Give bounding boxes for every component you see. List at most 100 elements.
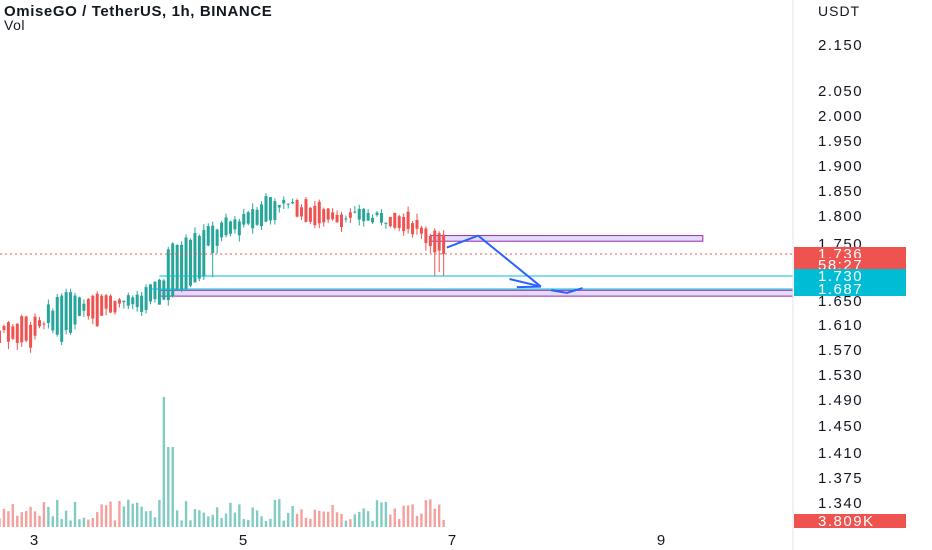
volume-badge-text: 3.809K (818, 513, 875, 530)
candle-body (144, 287, 148, 310)
volume-bar (171, 447, 174, 527)
time-tick-label: 3 (30, 532, 38, 549)
candle-body (366, 213, 370, 221)
volume-bar (175, 510, 179, 527)
volume-bar (78, 519, 81, 527)
price-tick-label: 1.410 (818, 445, 863, 462)
volume-bar (224, 513, 228, 527)
volume-bar (113, 520, 117, 527)
volume-bar (47, 506, 50, 527)
volume-bar (118, 501, 121, 527)
time-tick-label: 9 (657, 532, 665, 549)
volume-bar (255, 510, 259, 527)
candle-body (419, 227, 423, 234)
volume-bar (82, 517, 86, 527)
volume-bar (122, 506, 126, 527)
volume-bar (335, 512, 339, 527)
volume-bar (260, 516, 263, 527)
candle-body (42, 323, 46, 325)
candle-body (109, 295, 113, 313)
candle-body (242, 213, 246, 225)
candle-body (331, 212, 335, 220)
price-tick-label: 1.610 (818, 317, 863, 334)
level-1-badge-text: 1.730 (818, 268, 863, 285)
candle-body (300, 207, 304, 217)
volume-bar (278, 499, 281, 527)
volume-bar (349, 519, 352, 527)
volume-bar (220, 518, 223, 527)
candle-body (362, 208, 366, 222)
candle-body (442, 234, 446, 254)
price-tick-label: 1.530 (818, 367, 863, 384)
volume-bar (415, 515, 419, 527)
volume-bar (309, 518, 312, 527)
candle-body (60, 295, 64, 342)
volume-bar (340, 513, 343, 527)
volume-bar (207, 516, 210, 527)
volume-bar (91, 517, 94, 527)
volume-bar (420, 513, 423, 527)
volume-bar (393, 508, 396, 527)
time-tick-label: 5 (239, 532, 247, 549)
candle-body (55, 296, 59, 335)
candle-body (308, 207, 312, 222)
volume-bar (300, 509, 303, 527)
volume-bar (331, 504, 334, 527)
volume-indicator-label[interactable]: Vol (4, 17, 25, 33)
price-tick-label: 2.000 (818, 108, 863, 125)
volume-bar (100, 504, 103, 527)
price-tick-label: 1.570 (818, 342, 863, 359)
candle-body (375, 212, 379, 216)
candle-body (197, 235, 201, 279)
volume-bar (358, 511, 361, 527)
volume-bar (286, 512, 290, 527)
volume-bar (233, 512, 237, 527)
candle-body (11, 326, 15, 339)
candle-body (175, 244, 179, 290)
candle-body (277, 205, 281, 208)
volume-bar (375, 500, 379, 527)
volume-bar (149, 510, 152, 527)
price-tick-label: 1.375 (818, 470, 863, 487)
volume-bar (20, 512, 23, 527)
volume-bar (282, 520, 285, 527)
candle-body (113, 301, 117, 313)
price-tick-label: 1.950 (818, 133, 863, 150)
candle-body (29, 324, 33, 348)
candle-body (291, 202, 295, 204)
candle-body (428, 235, 432, 247)
volume-bar (437, 504, 441, 527)
volume-bar (0, 518, 1, 527)
volume-bar (109, 501, 112, 527)
candle-body (357, 208, 361, 220)
volume-bar (184, 501, 188, 527)
price-tick-label: 2.050 (818, 83, 863, 100)
candle-body (6, 322, 10, 342)
candle-body (322, 209, 326, 223)
candle-body (339, 214, 343, 228)
volume-bar (251, 507, 254, 527)
candle-body (73, 295, 77, 325)
candle-body (122, 300, 126, 303)
volume-bar (389, 514, 392, 527)
candle-body (388, 216, 392, 227)
volume-bar (371, 520, 374, 527)
volume-bar (238, 504, 241, 527)
volume-bar (366, 511, 370, 527)
volume-bar (424, 500, 428, 527)
candle-body (51, 310, 55, 331)
countdown-badge (794, 258, 906, 272)
candle-body (126, 295, 130, 306)
candles-layer (0, 193, 446, 353)
candle-body (157, 279, 161, 305)
volume-bar (313, 509, 317, 527)
candle-body (64, 292, 68, 330)
candle-body (69, 292, 73, 333)
candle-body (0, 330, 2, 344)
volume-bar (344, 520, 348, 527)
candle-body (220, 222, 224, 238)
arrow-head (509, 278, 542, 289)
volume-bar (442, 520, 445, 527)
candle-body (215, 229, 219, 246)
